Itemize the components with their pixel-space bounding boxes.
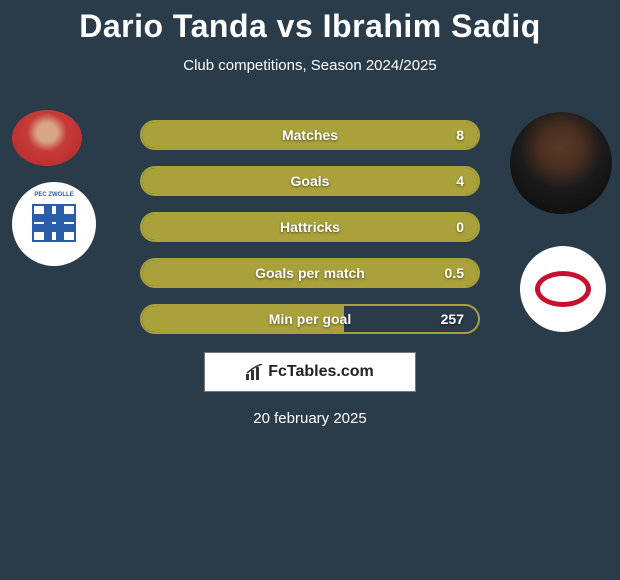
stat-value: 0.5 (445, 265, 464, 281)
stat-label: Matches (282, 127, 338, 143)
stat-value: 257 (441, 311, 464, 327)
date-label: 20 february 2025 (0, 410, 620, 427)
stat-label: Min per goal (269, 311, 351, 327)
site-logo-text: FcTables.com (268, 363, 374, 381)
player1-avatar (12, 110, 82, 166)
page-title: Dario Tanda vs Ibrahim Sadiq (0, 8, 620, 45)
team1-name: PEC ZWOLLE (34, 192, 73, 198)
right-avatar-column: AZ (510, 112, 612, 332)
team2-name: AZ (554, 280, 571, 295)
chart-icon (246, 364, 264, 380)
stats-area: PEC ZWOLLE AZ Matches 8 Goal (0, 112, 620, 342)
team2-logo: AZ (520, 246, 606, 332)
team1-shield-icon (32, 204, 76, 242)
stat-label: Goals (291, 173, 330, 189)
subtitle: Club competitions, Season 2024/2025 (0, 57, 620, 74)
player2-avatar (510, 112, 612, 214)
stat-bars: Matches 8 Goals 4 Hattricks 0 Goals per … (140, 120, 480, 350)
stat-row-goals: Goals 4 (140, 166, 480, 196)
stat-value: 8 (456, 127, 464, 143)
stat-row-min-per-goal: Min per goal 257 (140, 304, 480, 334)
stat-label: Goals per match (255, 265, 365, 281)
stat-row-hattricks: Hattricks 0 (140, 212, 480, 242)
stat-row-goals-per-match: Goals per match 0.5 (140, 258, 480, 288)
stat-row-matches: Matches 8 (140, 120, 480, 150)
stat-value: 0 (456, 219, 464, 235)
stat-value: 4 (456, 173, 464, 189)
stat-label: Hattricks (280, 219, 340, 235)
left-avatar-column: PEC ZWOLLE (12, 110, 96, 266)
team1-logo: PEC ZWOLLE (12, 182, 96, 266)
site-logo[interactable]: FcTables.com (204, 352, 416, 392)
